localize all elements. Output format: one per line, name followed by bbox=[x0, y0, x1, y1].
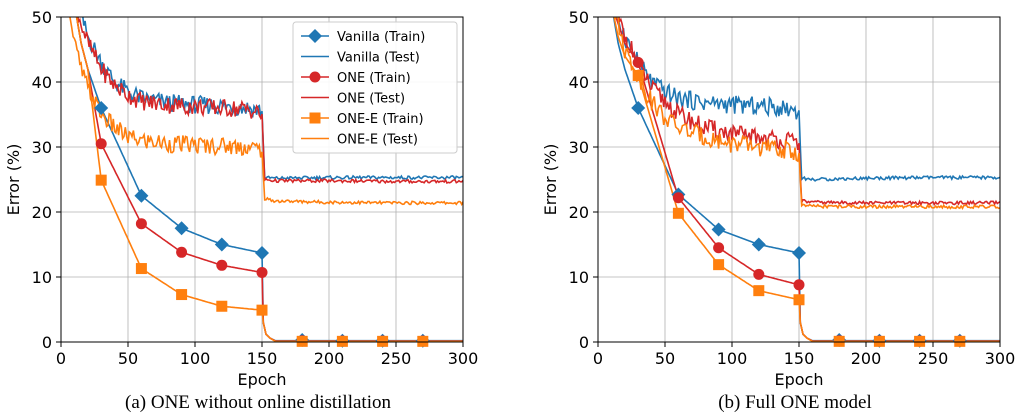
data-point bbox=[711, 222, 726, 237]
figure-caption: (a) ONE without online distillation bbox=[125, 392, 391, 413]
data-point bbox=[336, 335, 348, 347]
x-axis-label: Epoch bbox=[238, 370, 287, 389]
legend-entry: ONE-E (Test) bbox=[337, 133, 418, 148]
y-axis-label: Error (%) bbox=[4, 144, 23, 216]
data-point bbox=[792, 245, 806, 260]
data-point bbox=[135, 218, 147, 230]
data-point bbox=[672, 192, 684, 204]
x-tick-label: 250 bbox=[381, 349, 412, 368]
data-point bbox=[174, 221, 189, 236]
y-tick-label: 30 bbox=[32, 138, 52, 157]
data-point bbox=[672, 207, 684, 219]
legend-entry: Vanilla (Test) bbox=[337, 51, 420, 66]
series-line bbox=[77, 17, 463, 185]
data-point bbox=[255, 245, 269, 260]
data-point bbox=[753, 285, 765, 297]
x-tick-label: 0 bbox=[593, 349, 603, 368]
data-point bbox=[873, 335, 885, 347]
x-tick-label: 50 bbox=[118, 349, 138, 368]
x-tick-label: 100 bbox=[717, 349, 748, 368]
y-tick-label: 40 bbox=[569, 73, 589, 92]
data-point bbox=[793, 279, 805, 291]
data-point bbox=[256, 266, 268, 278]
series-line bbox=[82, 17, 463, 181]
data-point bbox=[753, 268, 765, 280]
data-point bbox=[914, 335, 926, 347]
x-tick-label: 150 bbox=[784, 349, 815, 368]
x-axis-label: Epoch bbox=[775, 370, 824, 389]
y-tick-label: 50 bbox=[569, 8, 589, 27]
x-tick-label: 200 bbox=[851, 349, 882, 368]
x-tick-label: 150 bbox=[247, 349, 278, 368]
series-line bbox=[618, 17, 1000, 207]
series-line bbox=[69, 17, 463, 207]
y-tick-label: 0 bbox=[42, 333, 52, 352]
legend-marker bbox=[309, 71, 321, 83]
y-axis-label: Error (%) bbox=[541, 144, 560, 216]
data-point bbox=[793, 294, 805, 306]
data-point bbox=[954, 335, 966, 347]
x-tick-label: 300 bbox=[448, 349, 479, 368]
y-tick-label: 10 bbox=[32, 268, 52, 287]
data-point bbox=[176, 246, 188, 258]
legend-box bbox=[292, 21, 458, 154]
legend-entry: Vanilla (Train) bbox=[337, 30, 425, 45]
y-tick-label: 0 bbox=[579, 333, 589, 352]
series-line bbox=[614, 17, 1000, 210]
x-tick-label: 300 bbox=[985, 349, 1016, 368]
data-point bbox=[214, 237, 229, 252]
data-point bbox=[296, 335, 308, 347]
data-point bbox=[256, 304, 268, 316]
data-point bbox=[751, 237, 766, 252]
x-tick-label: 0 bbox=[56, 349, 66, 368]
legend-marker bbox=[308, 29, 322, 43]
data-point bbox=[632, 57, 644, 68]
data-point bbox=[134, 188, 149, 203]
data-point bbox=[176, 289, 188, 301]
data-point bbox=[94, 101, 109, 115]
data-point bbox=[631, 101, 646, 115]
data-point bbox=[377, 335, 389, 347]
data-point bbox=[632, 70, 644, 81]
legend-entry: ONE (Train) bbox=[337, 71, 411, 86]
legend-marker bbox=[309, 112, 321, 124]
legend-entry: ONE-E (Train) bbox=[337, 112, 424, 127]
y-tick-label: 50 bbox=[32, 8, 52, 27]
data-point bbox=[417, 335, 429, 347]
y-tick-label: 20 bbox=[569, 203, 589, 222]
legend: Vanilla (Train) Vanilla (Test) ONE (Train)… bbox=[292, 21, 458, 154]
data-point bbox=[95, 138, 107, 150]
data-point bbox=[216, 259, 228, 271]
data-point bbox=[833, 335, 845, 347]
y-tick-label: 30 bbox=[569, 138, 589, 157]
x-tick-label: 100 bbox=[180, 349, 211, 368]
y-tick-label: 10 bbox=[569, 268, 589, 287]
data-point bbox=[216, 300, 228, 312]
data-point bbox=[713, 242, 725, 254]
data-point bbox=[713, 259, 725, 271]
data-point bbox=[95, 174, 107, 186]
chart-panel-2: 0 50 100 150 200 250 300 0 10 20 30 40 50 Epoch Error … bbox=[541, 8, 1016, 413]
y-tick-label: 20 bbox=[32, 203, 52, 222]
x-tick-label: 250 bbox=[918, 349, 949, 368]
data-point bbox=[135, 263, 147, 275]
x-tick-label: 50 bbox=[655, 349, 675, 368]
y-tick-label: 40 bbox=[32, 73, 52, 92]
legend-entry: ONE (Test) bbox=[337, 92, 405, 107]
chart-panel-1: 0 50 100 150 200 250 300 0 10 20 30 40 50 Epoch Error … bbox=[4, 8, 479, 413]
x-tick-label: 200 bbox=[314, 349, 345, 368]
figure-caption: (b) Full ONE model bbox=[718, 392, 872, 413]
